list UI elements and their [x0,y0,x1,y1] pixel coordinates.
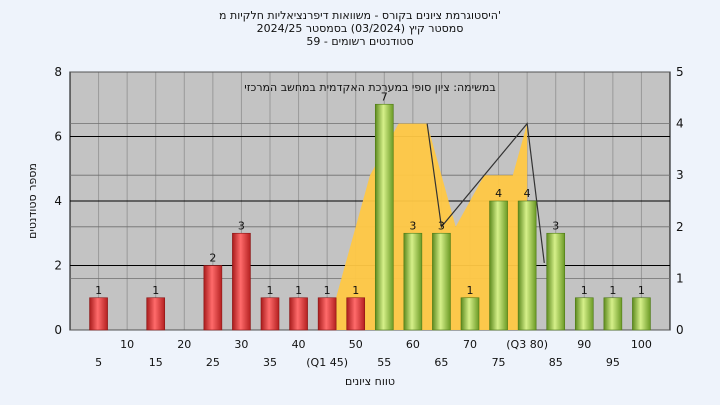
x-tick-label: 95 [606,356,620,369]
bar-value-label: 1 [638,284,645,297]
bar-value-label: 1 [324,284,331,297]
x-tick-label: (Q1 45) [306,356,348,369]
histogram-bar [317,297,337,331]
x-axis-title: טווח ציונים [345,375,395,388]
x-tick-label: 70 [463,338,477,351]
chart-title-line3: 59 - סטודנטים רשומים [306,35,414,48]
histogram-bar [260,297,280,331]
histogram-bar [232,232,251,331]
x-tick-label: (Q3 80) [506,338,548,351]
bar-value-label: 7 [381,90,388,103]
bar-value-label: 1 [467,284,474,297]
y2-tick-label: 2 [676,220,684,234]
bar-value-label: 3 [238,219,245,232]
y2-tick-label: 5 [676,65,684,79]
histogram-bar [546,232,566,331]
bar-value-label: 4 [524,187,531,200]
y-tick-label: 6 [54,130,62,144]
chart-title-line1: היסטוגרמת ציונים בקורס - משוואות דיפרנצי… [219,9,501,22]
x-tick-label: 55 [377,356,391,369]
bar-value-label: 1 [581,284,588,297]
x-tick-label: 90 [577,338,591,351]
bar-value-label: 2 [209,252,216,265]
histogram-bar [574,297,594,331]
bar-value-label: 4 [495,187,502,200]
histogram-bar [632,297,651,331]
y2-tick-label: 4 [676,117,684,131]
y-tick-label: 8 [54,65,62,79]
histogram-bar [517,200,537,331]
x-tick-label: 10 [120,338,134,351]
histogram-bar [432,232,451,331]
y-tick-label: 2 [54,259,62,273]
bar-value-label: 1 [152,284,159,297]
x-tick-label: 35 [263,356,277,369]
x-tick-label: 60 [406,338,420,351]
x-tick-label: 20 [177,338,191,351]
histogram-bar [346,297,366,331]
x-tick-label: 85 [549,356,563,369]
x-tick-label: 100 [631,338,652,351]
histogram-bar [203,265,223,331]
y-axis-title: מספר סטודנטים [26,163,39,239]
y2-tick-label: 3 [676,168,684,182]
chart-annotation: במשימה: ציון סופי במערכת האקדמית במחשב ה… [244,81,495,94]
x-tick-label: 50 [349,338,363,351]
histogram-bar [289,297,308,331]
histogram-bar [374,103,394,331]
x-tick-label: 75 [492,356,506,369]
bar-value-label: 3 [438,219,445,232]
bar-value-label: 1 [352,284,359,297]
histogram-bar [403,232,423,331]
x-tick-label: 25 [206,356,220,369]
secondary-line [426,122,545,263]
y-tick-label: 0 [54,323,62,337]
histogram-bar [460,297,480,331]
bar-value-label: 3 [409,219,416,232]
bar-value-label: 1 [267,284,274,297]
chart-title-line2: 2024/25 סמסטר קיץ (03/2024) בסמסטר [256,22,464,35]
x-tick-label: 40 [292,338,306,351]
bar-value-label: 1 [609,284,616,297]
bar-value-label: 1 [95,284,102,297]
histogram-bar [146,297,166,331]
x-tick-label: 65 [434,356,448,369]
y2-tick-label: 1 [676,271,684,285]
x-tick-label: 5 [95,356,102,369]
y2-tick-label: 0 [676,323,684,337]
x-tick-label: 15 [149,356,163,369]
histogram-bar [603,297,623,331]
y-tick-label: 4 [54,194,62,208]
bar-value-label: 3 [552,219,559,232]
x-tick-label: 30 [234,338,248,351]
histogram-bar [89,297,108,331]
histogram-bar [489,200,508,331]
bar-value-label: 1 [295,284,302,297]
